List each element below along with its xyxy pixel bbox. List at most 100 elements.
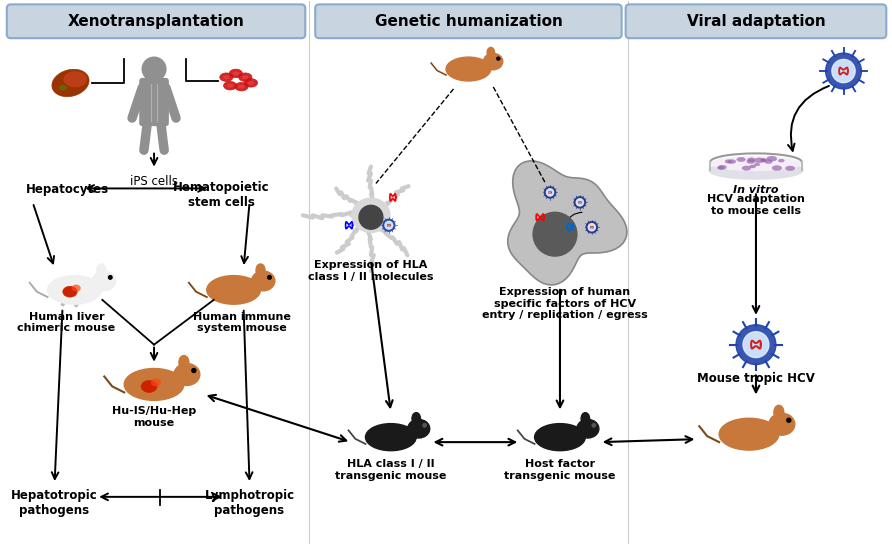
Ellipse shape: [769, 413, 795, 435]
Text: Genetic humanization: Genetic humanization: [375, 14, 562, 29]
FancyBboxPatch shape: [7, 4, 305, 38]
Circle shape: [544, 187, 556, 198]
Ellipse shape: [141, 380, 157, 392]
Circle shape: [497, 57, 500, 60]
Text: Hepatotropic
pathogens: Hepatotropic pathogens: [12, 489, 98, 517]
Text: Expression of HLA
class I / II molecules: Expression of HLA class I / II molecules: [309, 260, 434, 282]
Circle shape: [574, 197, 585, 208]
Ellipse shape: [151, 378, 161, 386]
Text: Hepatocytes: Hepatocytes: [26, 184, 109, 196]
Circle shape: [547, 189, 554, 196]
Ellipse shape: [124, 368, 184, 401]
Ellipse shape: [534, 423, 585, 451]
Ellipse shape: [728, 160, 736, 164]
Ellipse shape: [59, 85, 67, 90]
Ellipse shape: [219, 73, 233, 81]
Circle shape: [832, 59, 855, 83]
FancyBboxPatch shape: [625, 4, 887, 38]
Ellipse shape: [747, 159, 755, 164]
Ellipse shape: [725, 160, 732, 163]
Ellipse shape: [47, 276, 102, 304]
Circle shape: [588, 223, 596, 231]
Text: Host factor
transgenic mouse: Host factor transgenic mouse: [504, 459, 615, 481]
Ellipse shape: [63, 71, 87, 87]
Text: Xenotransplantation: Xenotransplantation: [68, 14, 244, 29]
Ellipse shape: [238, 85, 244, 88]
Text: HLA class I / II
transgenic mouse: HLA class I / II transgenic mouse: [335, 459, 447, 481]
Ellipse shape: [244, 78, 258, 87]
Ellipse shape: [487, 47, 494, 58]
Circle shape: [533, 213, 577, 256]
Ellipse shape: [408, 420, 430, 438]
Polygon shape: [508, 161, 627, 285]
Ellipse shape: [779, 159, 784, 162]
Ellipse shape: [581, 413, 590, 425]
Ellipse shape: [352, 198, 390, 232]
Circle shape: [385, 221, 392, 229]
Ellipse shape: [762, 159, 767, 161]
Ellipse shape: [747, 158, 756, 162]
Text: In vitro: In vitro: [733, 185, 779, 196]
Ellipse shape: [737, 158, 746, 162]
Ellipse shape: [742, 166, 751, 171]
Ellipse shape: [223, 75, 229, 79]
Circle shape: [826, 53, 862, 89]
Ellipse shape: [709, 162, 803, 179]
Ellipse shape: [761, 159, 766, 161]
Circle shape: [109, 276, 112, 279]
Circle shape: [383, 219, 395, 231]
Ellipse shape: [252, 271, 275, 291]
Text: Hematopoietic
stem cells: Hematopoietic stem cells: [173, 181, 269, 209]
Ellipse shape: [412, 413, 420, 425]
Circle shape: [743, 332, 769, 358]
Ellipse shape: [227, 84, 234, 88]
Circle shape: [787, 418, 791, 422]
Ellipse shape: [767, 156, 777, 161]
Ellipse shape: [242, 75, 249, 79]
Ellipse shape: [710, 156, 802, 171]
Circle shape: [192, 368, 196, 372]
Ellipse shape: [772, 166, 781, 171]
Ellipse shape: [749, 165, 756, 168]
Ellipse shape: [786, 166, 795, 171]
Circle shape: [576, 199, 583, 206]
Circle shape: [268, 276, 271, 279]
Ellipse shape: [52, 69, 89, 96]
Text: Lymphotropic
pathogens: Lymphotropic pathogens: [204, 489, 294, 517]
Ellipse shape: [483, 53, 503, 70]
Text: Human liver
chimeric mouse: Human liver chimeric mouse: [18, 312, 116, 334]
Ellipse shape: [366, 423, 417, 451]
Text: Viral adaptation: Viral adaptation: [687, 14, 825, 29]
Ellipse shape: [233, 71, 239, 75]
Ellipse shape: [62, 286, 77, 297]
Ellipse shape: [764, 160, 772, 164]
Ellipse shape: [577, 420, 599, 438]
Ellipse shape: [207, 276, 260, 304]
Ellipse shape: [755, 158, 764, 163]
Ellipse shape: [717, 166, 723, 169]
FancyBboxPatch shape: [139, 78, 169, 126]
Ellipse shape: [718, 165, 726, 169]
Circle shape: [423, 423, 426, 427]
Ellipse shape: [774, 405, 784, 419]
Ellipse shape: [174, 364, 200, 385]
Circle shape: [586, 222, 598, 233]
Ellipse shape: [71, 284, 81, 292]
Ellipse shape: [446, 57, 491, 81]
Circle shape: [359, 205, 383, 229]
Ellipse shape: [229, 69, 243, 78]
Ellipse shape: [719, 418, 779, 450]
Text: Expression of human
specific factors of HCV
entry / replication / egress: Expression of human specific factors of …: [482, 287, 648, 320]
Text: Human immune
system mouse: Human immune system mouse: [193, 312, 291, 334]
Text: Hu-IS/Hu-Hep
mouse: Hu-IS/Hu-Hep mouse: [112, 407, 196, 428]
Text: HCV adaptation
to mouse cells: HCV adaptation to mouse cells: [707, 195, 805, 216]
Ellipse shape: [93, 271, 116, 291]
Circle shape: [142, 57, 166, 81]
Text: iPS cells: iPS cells: [130, 174, 178, 187]
Ellipse shape: [755, 163, 760, 166]
Text: Mouse tropic HCV: Mouse tropic HCV: [697, 372, 815, 385]
Circle shape: [736, 325, 776, 365]
FancyBboxPatch shape: [315, 4, 622, 38]
Ellipse shape: [256, 264, 265, 276]
Ellipse shape: [179, 355, 189, 370]
